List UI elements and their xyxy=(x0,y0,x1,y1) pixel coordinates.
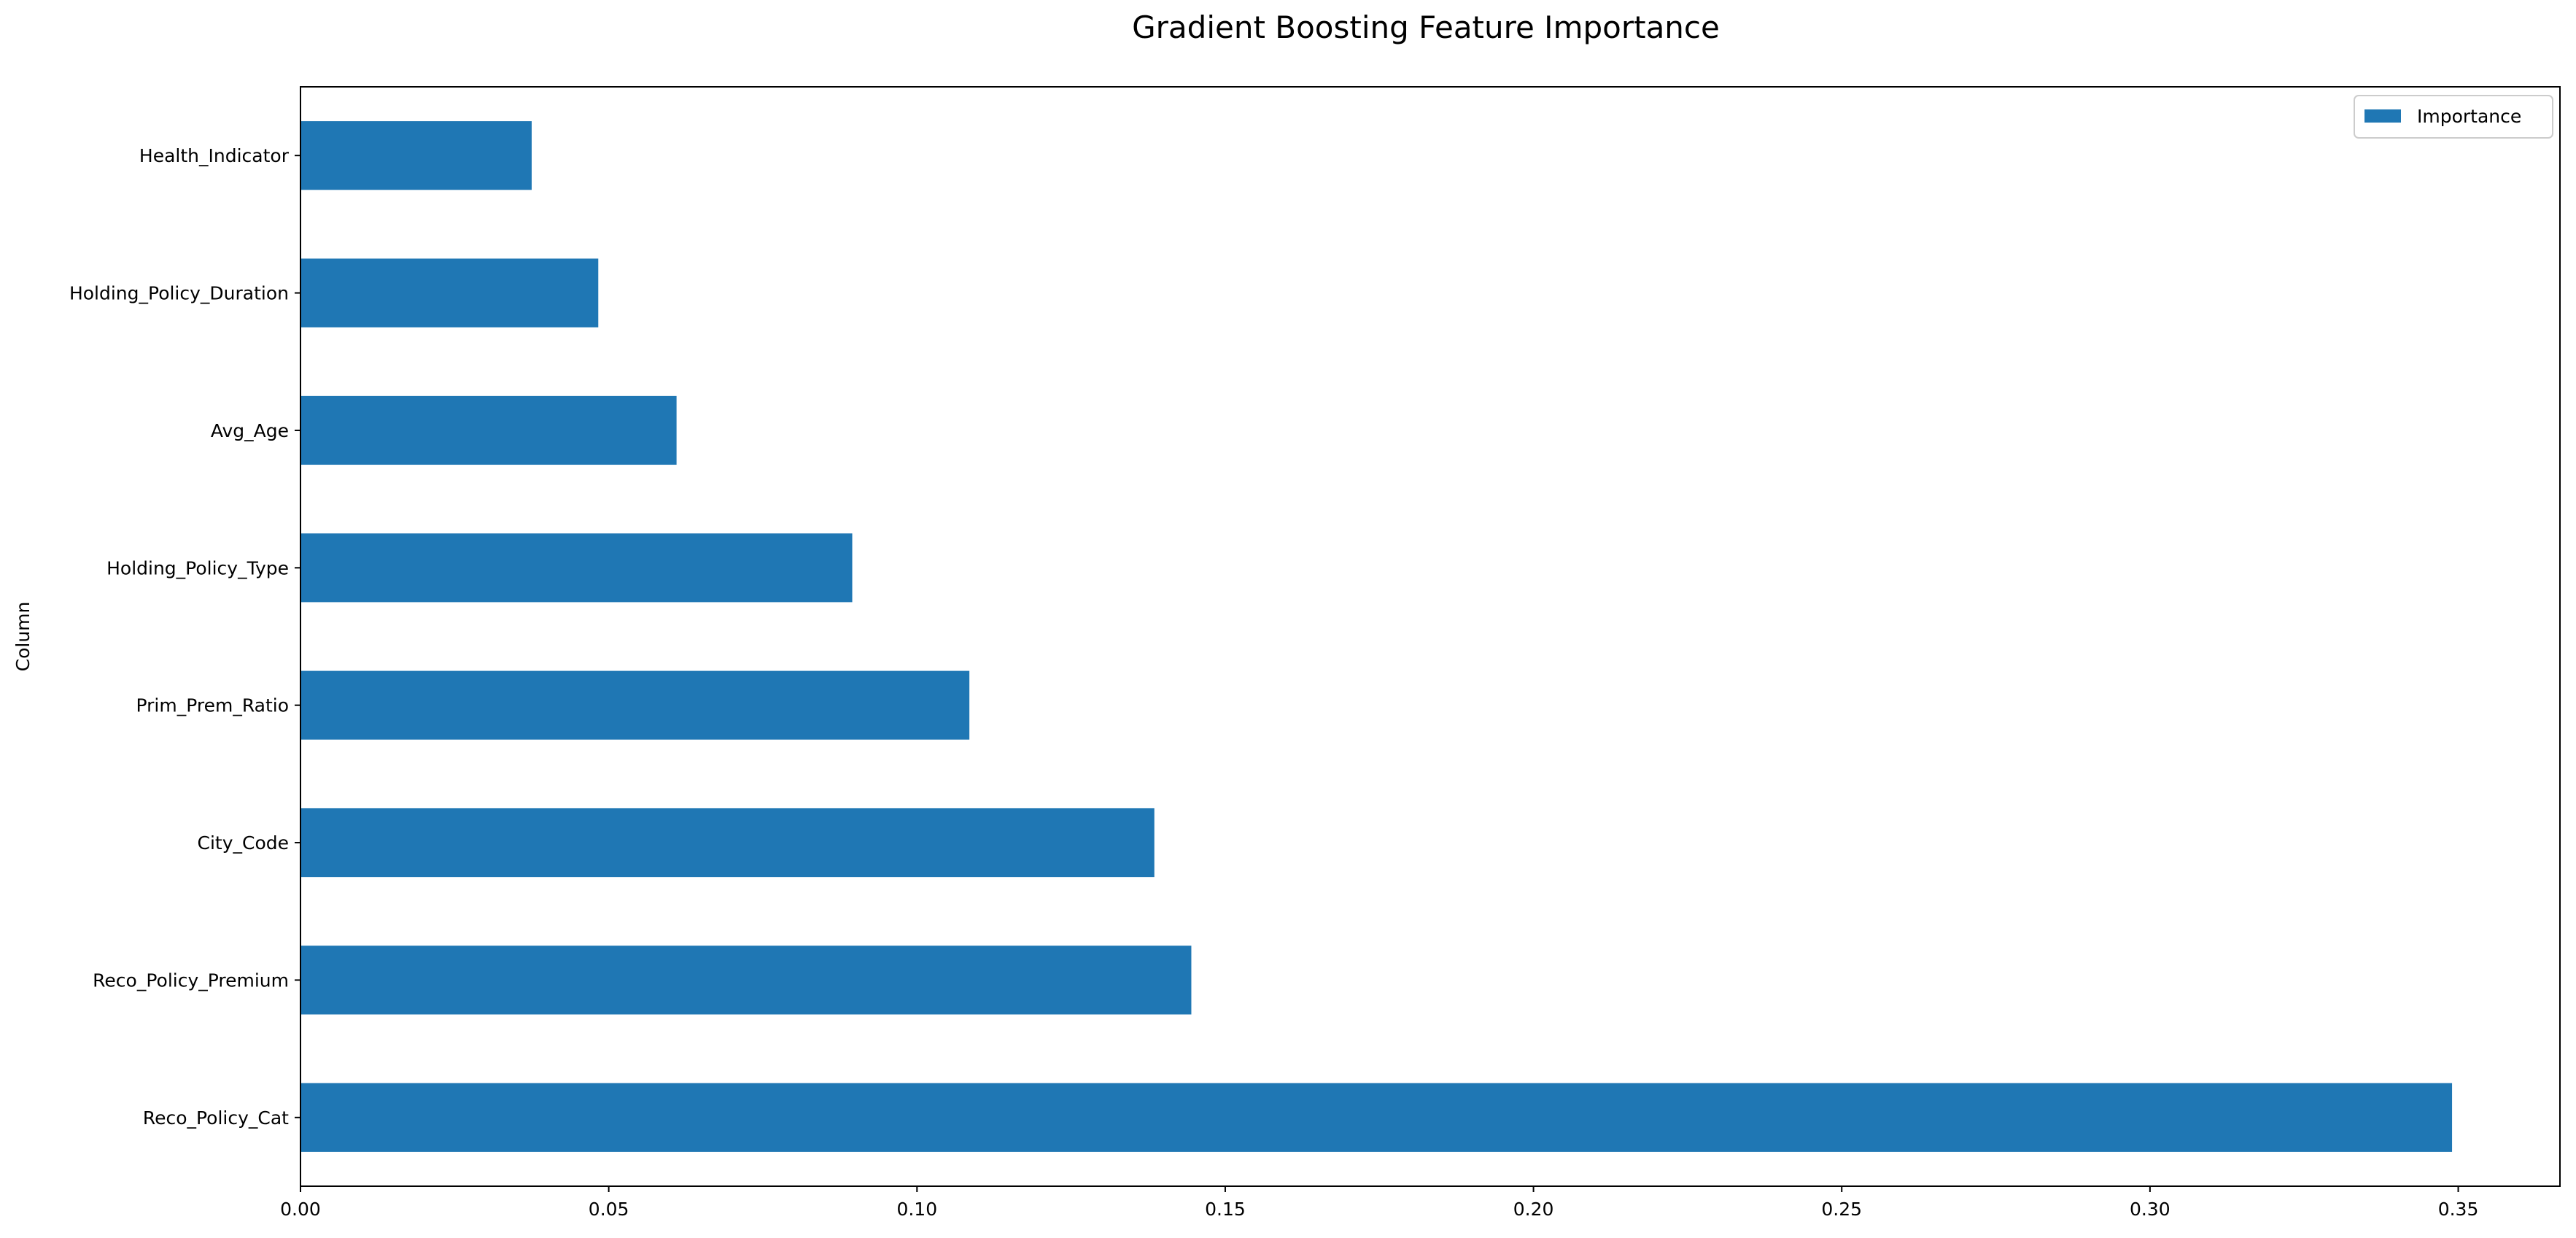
y-tick-label: Reco_Policy_Cat xyxy=(143,1107,289,1129)
plot-frame xyxy=(300,86,2561,1187)
x-tick-label: 0.30 xyxy=(2130,1199,2170,1220)
legend-frame xyxy=(2354,95,2553,139)
y-tick-label: City_Code xyxy=(197,832,289,854)
y-tick-label: Health_Indicator xyxy=(139,145,290,166)
x-tick-label: 0.15 xyxy=(1205,1199,1246,1220)
bar-health-indicator xyxy=(300,121,532,190)
legend: Importance xyxy=(2354,95,2553,139)
x-tick-label: 0.10 xyxy=(896,1199,937,1220)
y-axis-ticks: Reco_Policy_Cat Reco_Policy_Premium City_C… xyxy=(69,145,300,1129)
legend-swatch xyxy=(2364,109,2401,123)
x-tick-label: 0.05 xyxy=(589,1199,629,1220)
bar-reco-policy-premium xyxy=(300,945,1192,1015)
bar-reco-policy-cat xyxy=(300,1083,2453,1152)
x-tick-label: 0.35 xyxy=(2438,1199,2479,1220)
y-axis-label: Column xyxy=(12,602,34,672)
y-tick-label: Prim_Prem_Ratio xyxy=(136,695,290,716)
x-tick-label: 0.00 xyxy=(280,1199,321,1220)
chart-title: Gradient Boosting Feature Importance xyxy=(1132,9,1720,45)
x-tick-label: 0.20 xyxy=(1513,1199,1554,1220)
x-axis-ticks: 0.00 0.05 0.10 0.15 0.20 0.25 0.30 0.35 xyxy=(280,1186,2478,1220)
x-tick-label: 0.25 xyxy=(1821,1199,1862,1220)
y-tick-label: Holding_Policy_Duration xyxy=(69,283,289,304)
bars-layer xyxy=(300,121,2453,1152)
bar-holding-policy-type xyxy=(300,533,853,603)
y-tick-label: Reco_Policy_Premium xyxy=(93,970,289,991)
bar-holding-policy-duration xyxy=(300,258,599,328)
bar-prim-prem-ratio xyxy=(300,670,970,740)
bar-city-code xyxy=(300,808,1155,878)
y-tick-label: Avg_Age xyxy=(211,420,289,441)
y-tick-label: Holding_Policy_Type xyxy=(106,557,289,579)
bar-avg-age xyxy=(300,395,677,465)
legend-label: Importance xyxy=(2417,106,2521,127)
